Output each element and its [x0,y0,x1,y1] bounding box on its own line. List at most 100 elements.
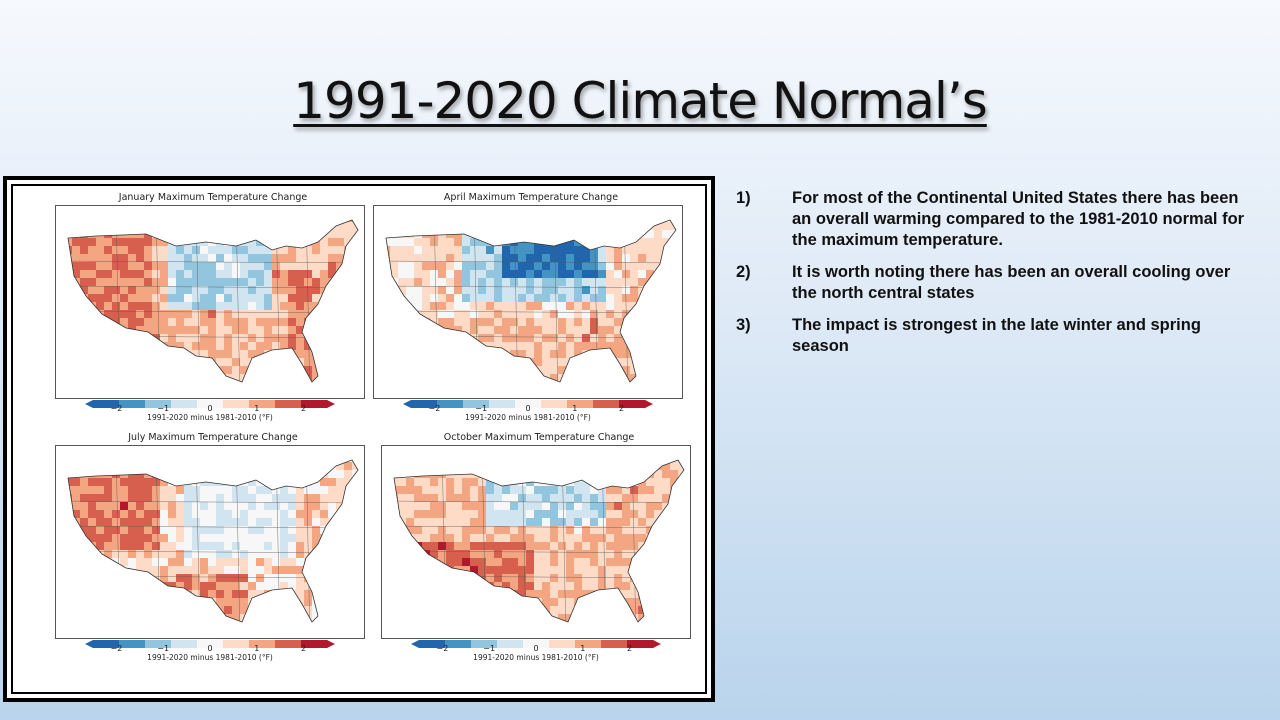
map-october [381,445,691,639]
colorbar-caption: 1991-2020 minus 1981-2010 (°F) [473,653,599,662]
note-text: For most of the Continental United State… [792,189,1245,249]
colorbar-segment [523,640,550,648]
colorbar-extend-low [85,400,93,408]
colorbar-tick-label: −2 [436,644,449,653]
colorbar-segment [437,400,464,408]
colorbar-segment [197,400,224,408]
colorbar-tick-label: 2 [627,644,633,653]
colorbar-segment [119,640,146,648]
note-number: 3) [736,316,751,334]
colorbar-extend-low [403,400,411,408]
colorbar-segment [93,400,120,408]
map-svg [385,219,677,383]
colorbar-tick-label: −1 [475,404,488,413]
panel-july: July Maximum Temperature Change −2 −1 0 1 2 … [55,432,371,664]
colorbar-caption: 1991-2020 minus 1981-2010 (°F) [147,413,273,422]
colorbar-tick-labels: −2 −1 0 1 2 [85,404,335,416]
colorbar-segment [249,400,276,408]
panel-april: April Maximum Temperature Change −2 −1 0 1 2… [373,192,689,424]
panel-title: April Maximum Temperature Change [443,192,619,203]
colorbar-extend-low [411,640,419,648]
colorbar-segment [275,640,302,648]
colorbar-tick-label: 1 [572,404,578,413]
colorbar-caption: 1991-2020 minus 1981-2010 (°F) [465,413,591,422]
colorbar-extend-low [85,640,93,648]
colorbar-tick-label: 0 [525,404,531,413]
map-outline [67,459,359,623]
colorbar-segment [223,640,250,648]
colorbar-tick-label: −2 [110,644,123,653]
slide-title: 1991-2020 Climate Normal’s [293,72,988,130]
colorbar-tick-labels: −2 −1 0 1 2 [85,644,335,656]
note-text: It is worth noting there has been an ove… [792,263,1231,302]
colorbar [411,640,661,648]
colorbar-tick-labels: −2 −1 0 1 2 [411,644,661,656]
colorbar-segment [567,400,594,408]
colorbar [85,400,335,408]
colorbar-segment [445,640,472,648]
colorbar-segment [619,400,646,408]
colorbar-segment [145,400,172,408]
colorbar-segment [275,400,302,408]
colorbar-segment [627,640,654,648]
panel-title: October Maximum Temperature Change [443,432,635,443]
colorbar-segment [489,400,516,408]
panel-october: October Maximum Temperature Change −2 −1 0… [381,432,697,664]
colorbar-segment [411,400,438,408]
note-number: 2) [736,263,751,281]
figure-frame: January Maximum Temperature Change −2 −1 0… [3,176,715,702]
colorbar-segment [145,640,172,648]
map-outline [385,219,677,383]
colorbar-segment [497,640,524,648]
colorbar-tick-label: 2 [301,404,307,413]
notes-list: 1) For most of the Continental United St… [736,188,1256,368]
colorbar-tick-label: 1 [580,644,586,653]
colorbar-segment [419,640,446,648]
colorbar-segment [541,400,568,408]
map-svg [67,219,359,383]
colorbar [403,400,653,408]
colorbar-segment [249,640,276,648]
colorbar-segment [119,400,146,408]
map-outline [393,459,685,623]
colorbar-tick-label: 1 [254,644,260,653]
colorbar-segment [575,640,602,648]
map-april [373,205,683,399]
colorbar-tick-label: 1 [254,404,260,413]
note-item: 1) For most of the Continental United St… [736,188,1256,251]
colorbar-segment [223,400,250,408]
figure-image: January Maximum Temperature Change −2 −1 0… [7,180,711,698]
colorbar-segment [93,640,120,648]
note-item: 3) The impact is strongest in the late w… [736,315,1256,357]
colorbar-tick-label: −1 [483,644,496,653]
colorbar-caption: 1991-2020 minus 1981-2010 (°F) [147,653,273,662]
colorbar-tick-label: 0 [533,644,539,653]
colorbar-extend-high [645,400,653,408]
colorbar-tick-label: −2 [110,404,123,413]
colorbar [85,640,335,648]
colorbar-segment [549,640,576,648]
note-text: The impact is strongest in the late wint… [792,316,1201,355]
map-january [55,205,365,399]
map-svg [67,459,359,623]
panel-title: July Maximum Temperature Change [128,432,298,443]
panel-january: January Maximum Temperature Change −2 −1 0… [55,192,371,424]
colorbar-tick-label: 0 [207,404,213,413]
colorbar-segment [601,640,628,648]
colorbar-segment [301,400,328,408]
map-july [55,445,365,639]
colorbar-tick-label: −1 [157,644,170,653]
colorbar-extend-high [327,640,335,648]
colorbar-tick-labels: −2 −1 0 1 2 [403,404,653,416]
colorbar-segment [463,400,490,408]
map-svg [393,459,685,623]
colorbar-tick-label: 2 [619,404,625,413]
colorbar-tick-label: −1 [157,404,170,413]
colorbar-segment [301,640,328,648]
colorbar-segment [171,400,198,408]
colorbar-segment [593,400,620,408]
colorbar-extend-high [653,640,661,648]
colorbar-tick-label: 2 [301,644,307,653]
colorbar-tick-label: 0 [207,644,213,653]
note-item: 2) It is worth noting there has been an … [736,262,1256,304]
